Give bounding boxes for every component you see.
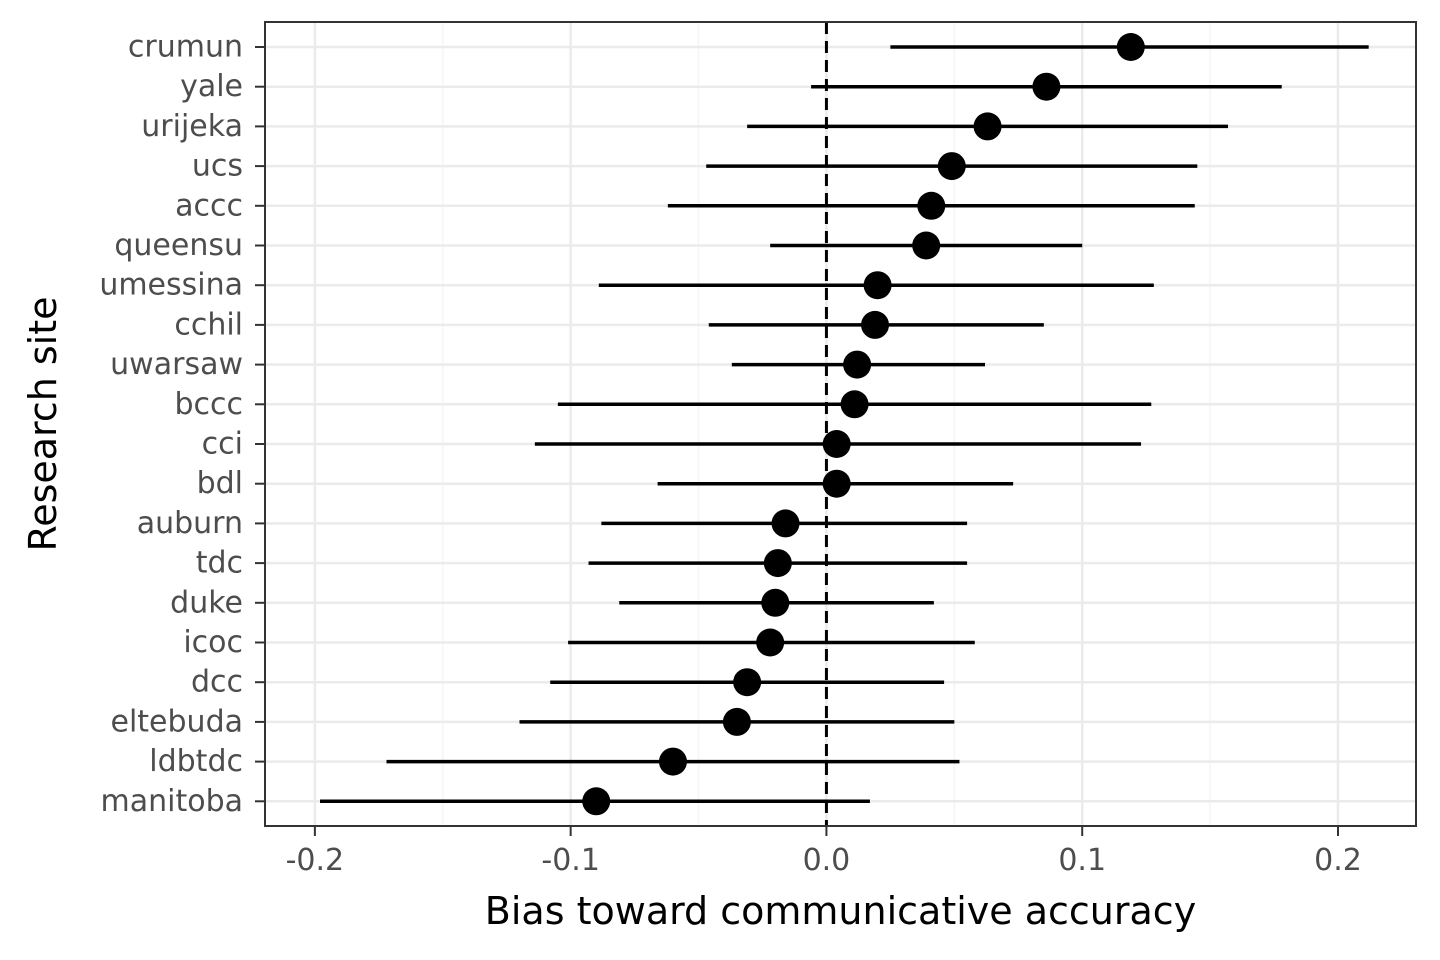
- x-tick-label: -0.2: [286, 843, 345, 878]
- point-icoc: [756, 628, 785, 657]
- y-tick-label-duke: duke: [170, 585, 243, 620]
- y-tick-label-auburn: auburn: [137, 506, 243, 541]
- y-tick-label-eltebuda: eltebuda: [111, 704, 244, 739]
- y-tick-label-icoc: icoc: [183, 625, 243, 660]
- y-tick-label-accc: accc: [175, 188, 243, 223]
- point-ucs: [937, 152, 966, 181]
- x-axis-title: Bias toward communicative accuracy: [485, 889, 1196, 933]
- point-ldbtdc: [658, 747, 687, 776]
- y-tick-label-yale: yale: [180, 69, 243, 104]
- x-tick-label: -0.1: [541, 843, 600, 878]
- y-tick-label-queensu: queensu: [114, 228, 243, 263]
- x-axis: -0.2 -0.1 0.0 0.1 0.2: [286, 826, 1362, 878]
- y-tick-label-crumun: crumun: [128, 30, 243, 65]
- point-bdl: [822, 469, 851, 498]
- y-tick-label-ldbtdc: ldbtdc: [149, 744, 243, 779]
- y-tick-label-urijeka: urijeka: [141, 109, 243, 144]
- point-yale: [1032, 72, 1061, 101]
- point-accc: [917, 191, 946, 220]
- y-axis: crumun yale urijeka ucs accc queensu umessina c…: [99, 30, 265, 819]
- point-dcc: [733, 668, 762, 697]
- y-tick-label-cci: cci: [202, 427, 243, 462]
- point-crumun: [1116, 33, 1145, 61]
- point-cci: [822, 430, 851, 458]
- x-tick-label: 0.1: [1058, 843, 1106, 878]
- point-bccc: [840, 390, 869, 419]
- y-axis-title: Research site: [21, 296, 65, 551]
- y-tick-label-bccc: bccc: [174, 387, 243, 422]
- y-tick-label-cchil: cchil: [174, 307, 243, 342]
- y-tick-label-ucs: ucs: [192, 149, 243, 184]
- panel-border: [264, 21, 1417, 827]
- point-eltebuda: [722, 707, 751, 736]
- x-tick-label: 0.2: [1314, 843, 1362, 878]
- x-tick-label: 0.0: [803, 843, 851, 878]
- point-tdc: [763, 549, 792, 578]
- y-tick-label-manitoba: manitoba: [101, 784, 244, 819]
- y-tick-label-bdl: bdl: [197, 466, 243, 501]
- point-urijeka: [973, 112, 1002, 141]
- y-tick-label-tdc: tdc: [196, 546, 243, 581]
- point-estimates: [582, 33, 1145, 816]
- point-manitoba: [582, 787, 611, 816]
- point-queensu: [912, 231, 941, 260]
- point-cchil: [861, 310, 890, 339]
- point-umessina: [863, 271, 892, 300]
- y-tick-label-umessina: umessina: [99, 268, 243, 303]
- point-uwarsaw: [843, 350, 872, 379]
- point-duke: [761, 588, 790, 617]
- y-tick-label-uwarsaw: uwarsaw: [110, 347, 243, 382]
- y-tick-label-dcc: dcc: [191, 665, 243, 700]
- point-auburn: [771, 509, 800, 538]
